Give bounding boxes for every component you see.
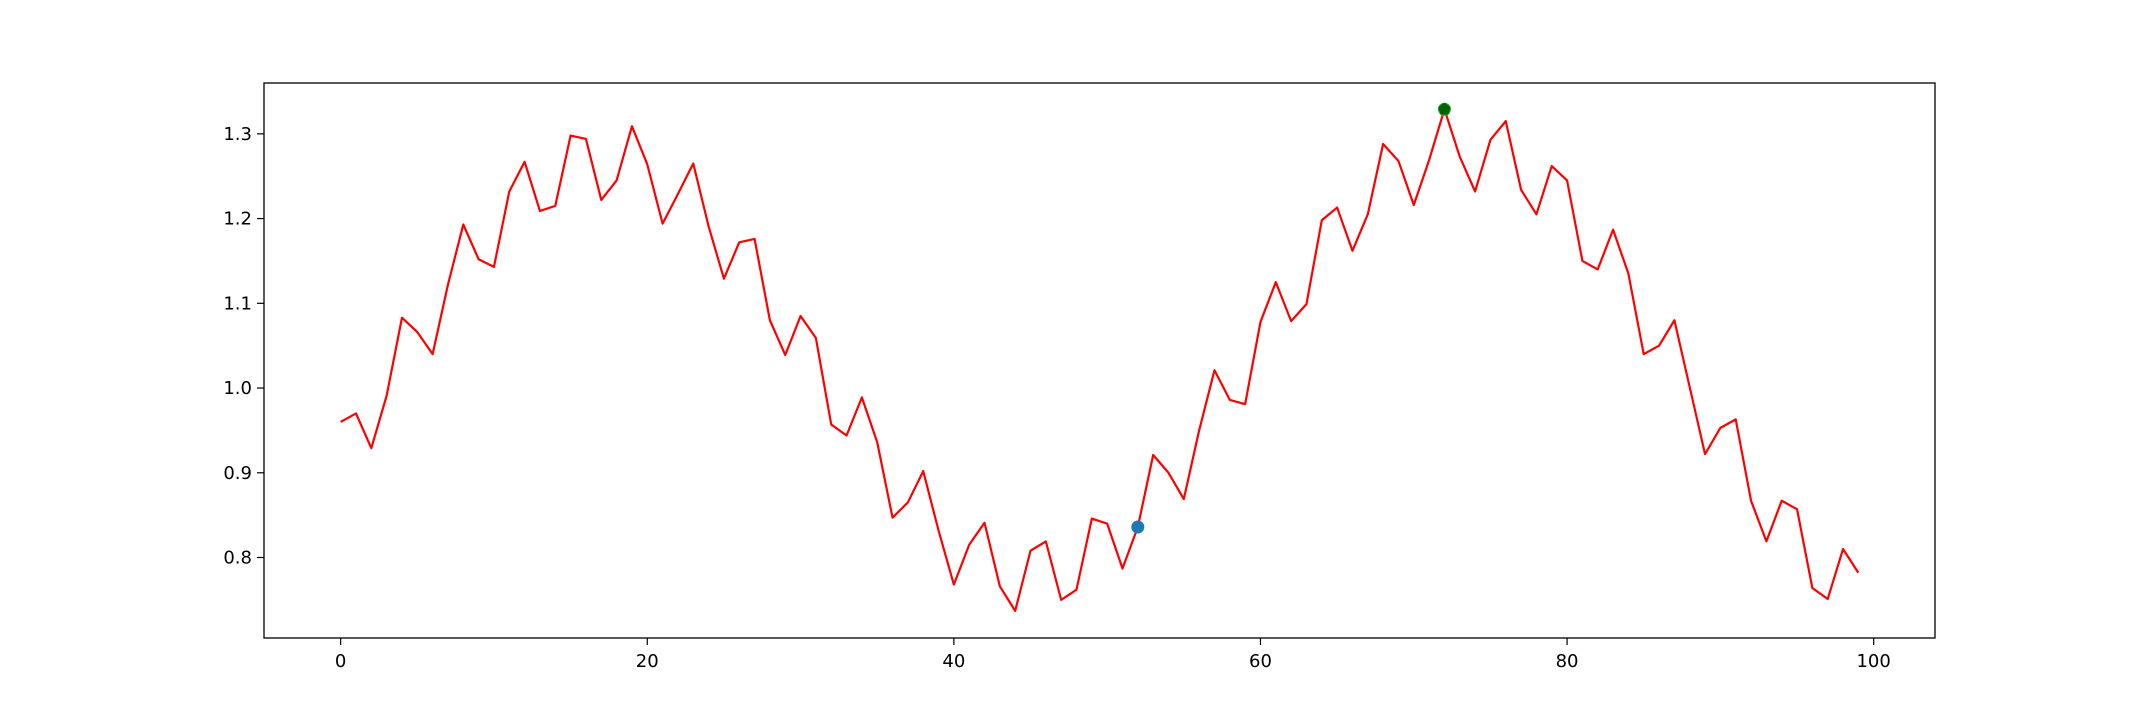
y-axis: 0.8 0.9 1.0 1.1 1.2 1.3: [223, 124, 264, 569]
plot-area: [340, 102, 1860, 612]
y-tick-label: 0.8: [223, 548, 252, 569]
series-line: [340, 108, 1860, 612]
point-marker: [1131, 520, 1145, 534]
y-tick-label: 1.3: [223, 124, 252, 145]
x-axis: 0 20 40 60 80 100: [335, 638, 1891, 672]
x-tick-label: 60: [1249, 651, 1272, 672]
x-tick-label: 20: [636, 651, 659, 672]
y-tick-label: 1.0: [223, 378, 252, 399]
axes-frame: [263, 82, 1936, 639]
y-tick-label: 1.2: [223, 209, 252, 230]
x-tick-label: 100: [1856, 651, 1890, 672]
y-tick-label: 0.9: [223, 463, 252, 484]
x-tick-label: 40: [942, 651, 965, 672]
peak-marker: [1438, 102, 1451, 115]
x-tick-label: 80: [1556, 651, 1579, 672]
x-tick-label: 0: [335, 651, 346, 672]
y-tick-label: 1.1: [223, 293, 252, 314]
